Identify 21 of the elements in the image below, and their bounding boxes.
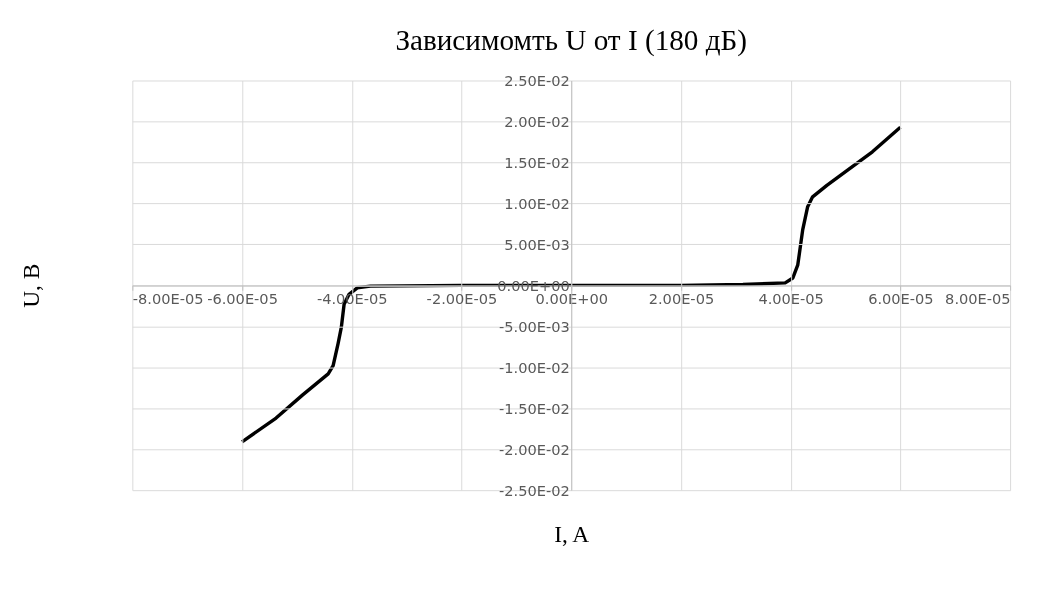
y-tick-label: 1.00E-02 <box>504 194 570 212</box>
y-tick-label: -2.00E-02 <box>499 440 570 458</box>
x-tick-label: -6.00E-05 <box>207 290 278 308</box>
y-axis-title: U, B <box>17 263 44 308</box>
x-tick-label: 8.00E-05 <box>945 290 1011 308</box>
x-tick-label: -2.00E-05 <box>426 290 498 308</box>
y-tick-label: -5.00E-03 <box>499 317 570 335</box>
x-tick-label: 2.00E-05 <box>648 290 715 308</box>
y-tick-label: -2.50E-02 <box>499 481 570 499</box>
y-tick-label: -1.00E-02 <box>499 358 570 376</box>
chart-title: Зависимомть U от I (180 дБ) <box>395 24 748 58</box>
y-tick-label: 5.00E-03 <box>504 235 570 253</box>
x-tick-label: -8.00E-05 <box>132 290 204 308</box>
y-tick-label: 2.00E-02 <box>504 112 570 130</box>
y-tick-label: 1.50E-02 <box>504 153 570 171</box>
y-tick-label: 2.50E-02 <box>504 71 570 89</box>
x-tick-label: 4.00E-05 <box>758 290 824 308</box>
x-tick-label: 0.00E+00 <box>535 290 608 308</box>
y-tick-label: -1.50E-02 <box>499 399 570 417</box>
x-tick-label: 6.00E-05 <box>868 290 934 308</box>
x-axis-title: I, A <box>554 521 590 548</box>
